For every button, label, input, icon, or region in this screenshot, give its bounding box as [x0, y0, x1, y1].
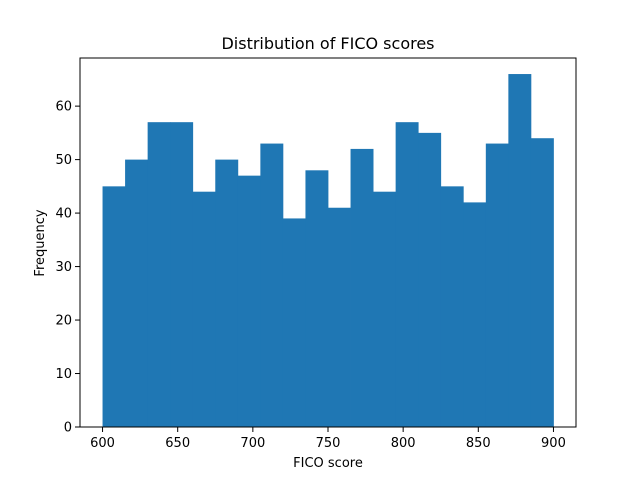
bars-group: [102, 74, 554, 428]
histogram-bar: [328, 207, 351, 427]
histogram-bar: [215, 159, 239, 427]
x-axis: 600 650 700 750 800 850 900: [90, 427, 566, 451]
histogram-bar: [125, 159, 149, 427]
x-tick-label: 650: [165, 436, 190, 451]
y-tick-label: 0: [64, 421, 72, 436]
x-tick-label: 900: [541, 436, 566, 451]
x-tick-label: 700: [240, 436, 265, 451]
chart-title: Distribution of FICO scores: [221, 34, 434, 53]
histogram-bar: [440, 186, 464, 427]
x-tick-label: 600: [90, 436, 115, 451]
y-axis: 0 10 20 30 40 50 60: [55, 100, 80, 436]
y-tick-label: 30: [55, 260, 72, 275]
histogram-bar: [305, 170, 329, 427]
histogram-bar: [418, 132, 442, 427]
y-tick-label: 40: [55, 207, 72, 222]
y-tick-label: 10: [55, 367, 72, 382]
x-tick-label: 750: [316, 436, 341, 451]
histogram-bar: [260, 143, 284, 427]
histogram-bar: [485, 143, 509, 427]
histogram-bar: [282, 218, 306, 427]
x-axis-label: FICO score: [293, 456, 363, 471]
y-tick-label: 60: [55, 100, 72, 115]
histogram-bar: [192, 191, 216, 427]
x-tick-label: 800: [391, 436, 416, 451]
histogram-bar: [530, 138, 554, 427]
histogram-bar: [237, 175, 261, 427]
histogram-bar: [463, 202, 487, 427]
y-axis-label: Frequency: [33, 209, 48, 276]
y-tick-label: 50: [55, 153, 72, 168]
histogram-bar: [373, 191, 397, 427]
histogram-bar: [102, 186, 126, 427]
histogram-bar: [350, 148, 374, 428]
x-tick-label: 850: [466, 436, 491, 451]
histogram-bar: [395, 122, 419, 427]
y-tick-label: 20: [55, 314, 72, 329]
histogram-bar: [170, 122, 194, 427]
histogram-bar: [508, 74, 532, 427]
histogram-bar: [147, 122, 171, 427]
